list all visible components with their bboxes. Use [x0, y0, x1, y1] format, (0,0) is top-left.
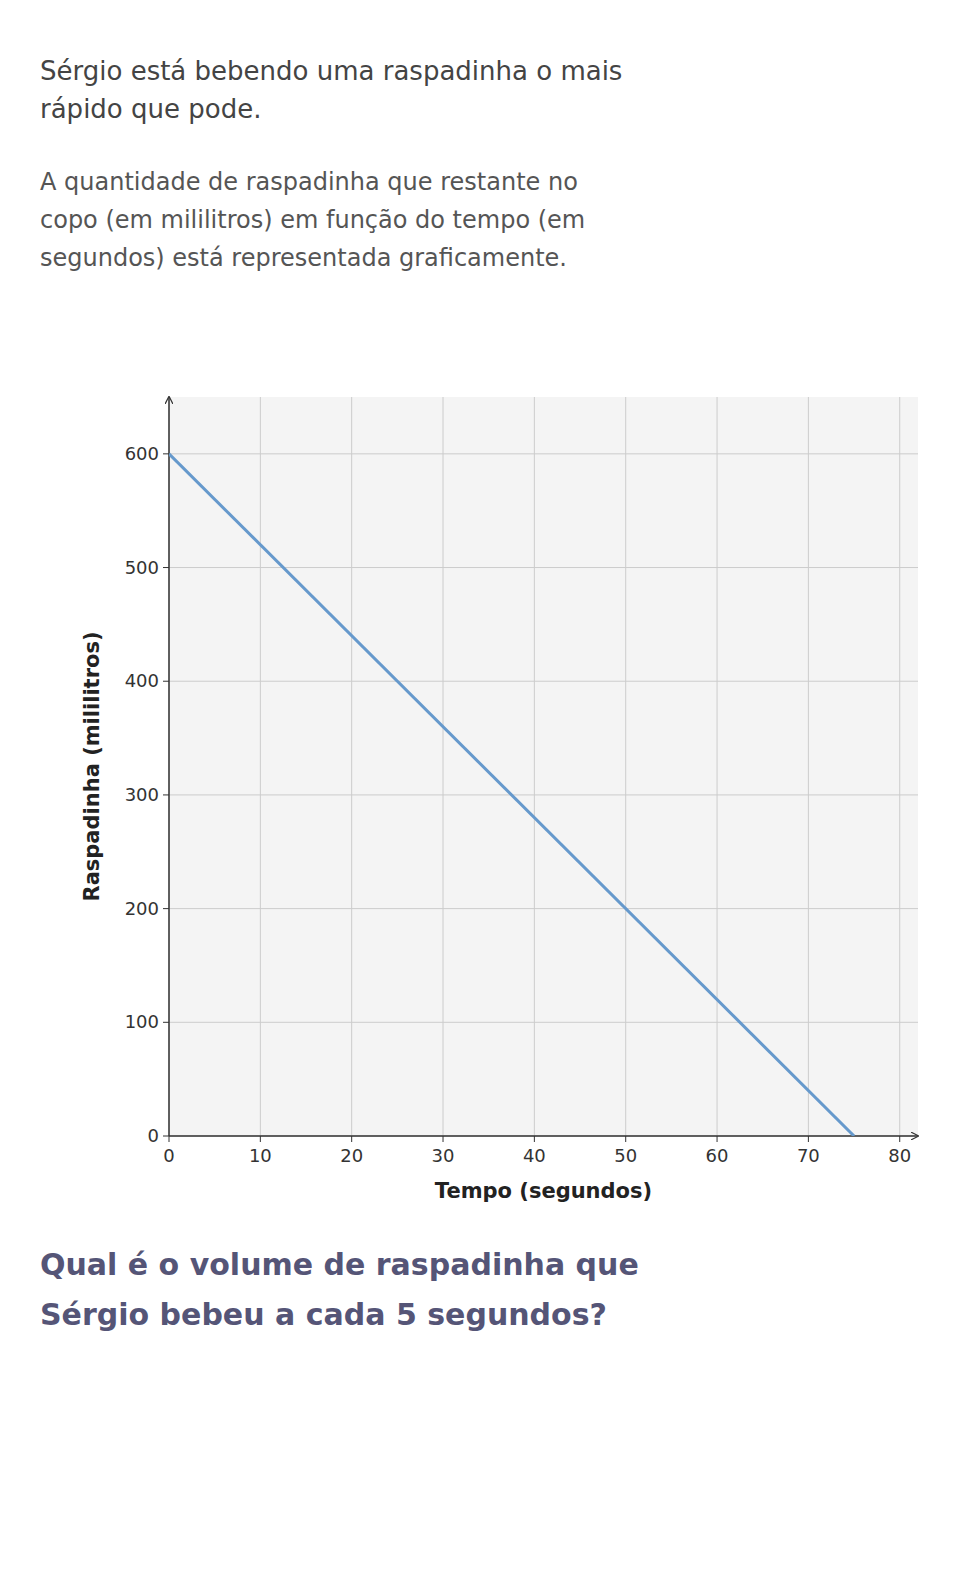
grid-line-y — [169, 681, 918, 682]
grid-line-y — [169, 1136, 918, 1137]
tick-x — [260, 1136, 261, 1142]
title: Sérgio está bebendo uma raspadinha o mai… — [40, 56, 622, 86]
tick-label-x: 80 — [888, 1145, 911, 1166]
tick-x — [443, 1136, 444, 1142]
grid-line-x — [351, 397, 352, 1136]
tick-label-x: 50 — [614, 1145, 637, 1166]
tick-x — [169, 1136, 170, 1142]
question: Qual é o volume de raspadinha que — [40, 1247, 639, 1282]
tick-y — [163, 1022, 169, 1023]
grid-line-x — [899, 397, 900, 1136]
tick-y — [163, 794, 169, 795]
tick-label-x: 70 — [797, 1145, 820, 1166]
tick-y — [163, 908, 169, 909]
x-axis-line — [169, 1135, 918, 1137]
tick-label-y: 300 — [125, 784, 159, 805]
grid-line-x — [534, 397, 535, 1136]
tick-label-y: 200 — [125, 898, 159, 919]
tick-label-x: 0 — [163, 1145, 174, 1166]
tick-label-y: 500 — [125, 557, 159, 578]
grid-line-x — [808, 397, 809, 1136]
tick-x — [625, 1136, 626, 1142]
subtitle: segundos) está representada graficamente… — [40, 244, 567, 272]
tick-label-x: 10 — [249, 1145, 272, 1166]
tick-label-y: 100 — [125, 1011, 159, 1032]
subtitle: A quantidade de raspadinha que restante … — [40, 168, 578, 196]
x-axis-label: Tempo (segundos) — [435, 1179, 652, 1203]
tick-label-x: 20 — [340, 1145, 363, 1166]
chart-root: Sérgio está bebendo uma raspadinha o mai… — [0, 0, 967, 1589]
y-axis-label: Raspadinha (mililitros) — [80, 631, 104, 901]
tick-x — [534, 1136, 535, 1142]
grid-line-y — [169, 453, 918, 454]
tick-y — [163, 681, 169, 682]
grid-line-x — [625, 397, 626, 1136]
grid-line-x — [260, 397, 261, 1136]
question: Sérgio bebeu a cada 5 segundos? — [40, 1297, 607, 1332]
y-axis-line — [168, 397, 170, 1136]
title: rápido que pode. — [40, 94, 261, 124]
grid-line-x — [169, 397, 170, 1136]
grid-line-x — [443, 397, 444, 1136]
tick-x — [899, 1136, 900, 1142]
tick-x — [717, 1136, 718, 1142]
subtitle: copo (em mililitros) em função do tempo … — [40, 206, 585, 234]
tick-y — [163, 453, 169, 454]
grid-line-y — [169, 794, 918, 795]
tick-y — [163, 1136, 169, 1137]
data-line — [169, 454, 854, 1136]
tick-x — [808, 1136, 809, 1142]
ticks: 0 10 20 30 40 50 60 70 80 0 100 200 300 400 500 600 — [125, 443, 912, 1166]
tick-label-y: 600 — [125, 443, 159, 464]
tick-x — [351, 1136, 352, 1142]
data-group — [169, 454, 854, 1136]
chart-svg: Sérgio está bebendo uma raspadinha o mai… — [0, 0, 967, 1589]
plot-background — [169, 397, 918, 1136]
tick-label-x: 60 — [706, 1145, 729, 1166]
tick-y — [163, 567, 169, 568]
grid — [169, 397, 918, 1136]
tick-label-x: 30 — [432, 1145, 455, 1166]
grid-line-y — [169, 908, 918, 909]
tick-label-x: 40 — [523, 1145, 546, 1166]
grid-line-x — [717, 397, 718, 1136]
grid-line-y — [169, 1022, 918, 1023]
tick-label-y: 400 — [125, 670, 159, 691]
tick-label-y: 0 — [148, 1125, 159, 1146]
